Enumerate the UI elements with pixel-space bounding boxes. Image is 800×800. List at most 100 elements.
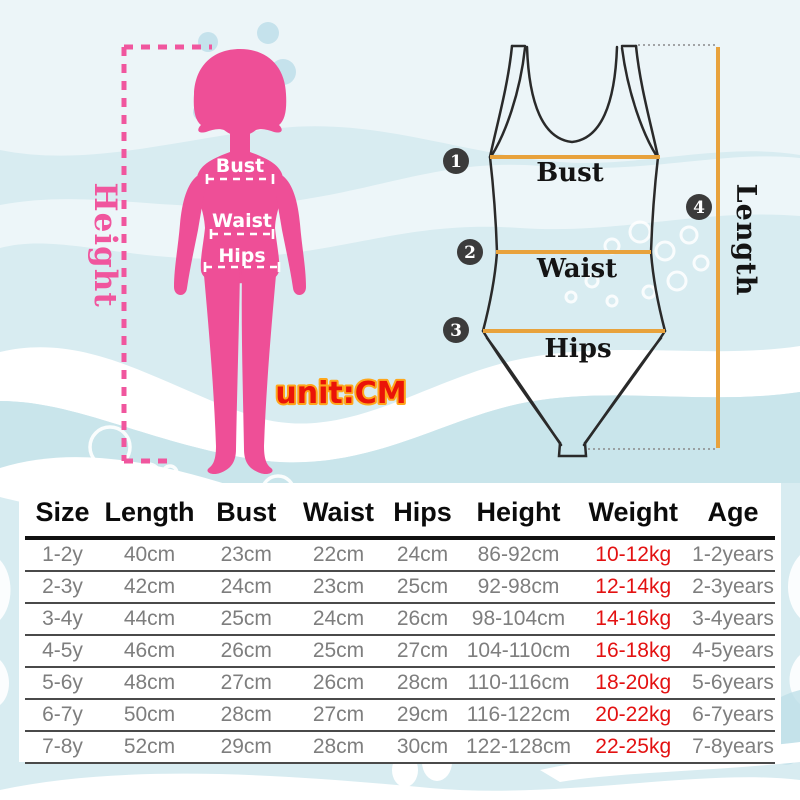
- table-cell: 44cm: [100, 603, 199, 636]
- marker-1-number: 1: [450, 152, 462, 172]
- marker-3: 3: [443, 317, 469, 343]
- table-cell: 4-5y: [25, 635, 100, 668]
- child-silhouette: [174, 49, 306, 475]
- suit-waist-label: Waist: [536, 254, 617, 284]
- table-cell: 7-8years: [690, 731, 775, 764]
- column-header: Length: [100, 488, 199, 540]
- column-header: Age: [690, 488, 775, 540]
- size-table-panel: Size Length Bust Waist Hips Height Weight Age 1…: [19, 483, 781, 764]
- unit-note: unit:CM: [275, 376, 406, 411]
- marker-2-number: 2: [464, 243, 476, 263]
- table-cell: 26cm: [293, 667, 384, 700]
- table-cell: 7-8y: [25, 731, 100, 764]
- table-cell: 104-110cm: [461, 635, 576, 668]
- table-cell: 30cm: [383, 731, 462, 764]
- table-cell: 20-22kg: [575, 699, 691, 732]
- marker-2: 2: [457, 239, 483, 265]
- table-cell: 116-122cm: [461, 699, 576, 732]
- suit-dotted-connectors: [588, 44, 715, 450]
- table-cell: 27cm: [199, 667, 294, 700]
- table-cell: 52cm: [100, 731, 199, 764]
- table-cell: 26cm: [199, 635, 294, 668]
- table-row: 2-3y 42cm 24cm 23cm 25cm 92-98cm 12-14kg 2-3yea…: [25, 571, 775, 604]
- suit-bust-label: Bust: [536, 158, 604, 188]
- table-row: 6-7y 50cm 28cm 27cm 29cm 116-122cm 20-22kg 6-7y…: [25, 699, 775, 732]
- table-cell: 28cm: [293, 731, 384, 764]
- suit-hips-label: Hips: [544, 334, 611, 364]
- table-cell: 3-4y: [25, 603, 100, 636]
- size-table-head: Size Length Bust Waist Hips Height Weight Age: [25, 488, 775, 540]
- table-cell: 16-18kg: [575, 635, 691, 668]
- table-cell: 98-104cm: [461, 603, 576, 636]
- column-header: Waist: [293, 488, 384, 540]
- size-table: Size Length Bust Waist Hips Height Weight Age 1…: [25, 488, 775, 764]
- column-header: Hips: [383, 488, 462, 540]
- table-cell: 40cm: [100, 538, 199, 572]
- column-header: Weight: [575, 488, 691, 540]
- height-label: Height: [87, 182, 123, 307]
- marker-3-number: 3: [450, 321, 462, 341]
- table-row: 4-5y 46cm 26cm 25cm 27cm 104-110cm 16-18kg 4-5y…: [25, 635, 775, 668]
- table-cell: 6-7y: [25, 699, 100, 732]
- figure-waist-label: Waist: [212, 210, 272, 232]
- table-cell: 25cm: [199, 603, 294, 636]
- table-cell: 4-5years: [690, 635, 775, 668]
- table-cell: 29cm: [199, 731, 294, 764]
- marker-4: 4: [686, 194, 712, 220]
- table-cell: 2-3years: [690, 571, 775, 604]
- table-cell: 28cm: [383, 667, 462, 700]
- table-cell: 12-14kg: [575, 571, 691, 604]
- table-cell: 92-98cm: [461, 571, 576, 604]
- column-header: Bust: [199, 488, 294, 540]
- column-header: Size: [25, 488, 100, 540]
- table-cell: 23cm: [199, 538, 294, 572]
- table-cell: 25cm: [383, 571, 462, 604]
- table-cell: 46cm: [100, 635, 199, 668]
- suit-measure-lines: [483, 47, 720, 448]
- table-cell: 122-128cm: [461, 731, 576, 764]
- table-cell: 29cm: [383, 699, 462, 732]
- column-header: Height: [461, 488, 576, 540]
- table-cell: 2-3y: [25, 571, 100, 604]
- table-cell: 42cm: [100, 571, 199, 604]
- table-cell: 22-25kg: [575, 731, 691, 764]
- table-cell: 110-116cm: [461, 667, 576, 700]
- table-cell: 50cm: [100, 699, 199, 732]
- table-cell: 3-4years: [690, 603, 775, 636]
- table-cell: 25cm: [293, 635, 384, 668]
- table-row: 1-2y 40cm 23cm 22cm 24cm 86-92cm 10-12kg 1-2yea…: [25, 538, 775, 572]
- figure-measure-ticks: [203, 174, 281, 272]
- size-table-body: 1-2y 40cm 23cm 22cm 24cm 86-92cm 10-12kg 1-2yea…: [25, 538, 775, 764]
- table-cell: 10-12kg: [575, 538, 691, 572]
- table-cell: 24cm: [199, 571, 294, 604]
- figure-bust-label: Bust: [216, 155, 264, 177]
- table-cell: 27cm: [293, 699, 384, 732]
- table-row: 5-6y 48cm 27cm 26cm 28cm 110-116cm 18-20kg 5-6y…: [25, 667, 775, 700]
- table-cell: 18-20kg: [575, 667, 691, 700]
- figure-hips-label: Hips: [218, 245, 265, 267]
- figure-measure-lines: [205, 177, 279, 269]
- height-measure-lines: [121, 44, 212, 464]
- table-cell: 86-92cm: [461, 538, 576, 572]
- table-cell: 22cm: [293, 538, 384, 572]
- table-cell: 24cm: [383, 538, 462, 572]
- table-cell: 48cm: [100, 667, 199, 700]
- table-row: 7-8y 52cm 29cm 28cm 30cm 122-128cm 22-25kg 7-8y…: [25, 731, 775, 764]
- table-cell: 6-7years: [690, 699, 775, 732]
- marker-4-number: 4: [693, 198, 705, 218]
- table-cell: 23cm: [293, 571, 384, 604]
- marker-1: 1: [443, 148, 469, 174]
- table-cell: 1-2years: [690, 538, 775, 572]
- table-cell: 14-16kg: [575, 603, 691, 636]
- table-cell: 28cm: [199, 699, 294, 732]
- table-row: 3-4y 44cm 25cm 24cm 26cm 98-104cm 14-16kg 3-4ye…: [25, 603, 775, 636]
- table-cell: 5-6years: [690, 667, 775, 700]
- suit-length-label: Length: [730, 184, 761, 297]
- table-cell: 5-6y: [25, 667, 100, 700]
- table-cell: 1-2y: [25, 538, 100, 572]
- table-cell: 24cm: [293, 603, 384, 636]
- table-header-row: Size Length Bust Waist Hips Height Weight Age: [25, 488, 775, 540]
- table-cell: 26cm: [383, 603, 462, 636]
- table-cell: 27cm: [383, 635, 462, 668]
